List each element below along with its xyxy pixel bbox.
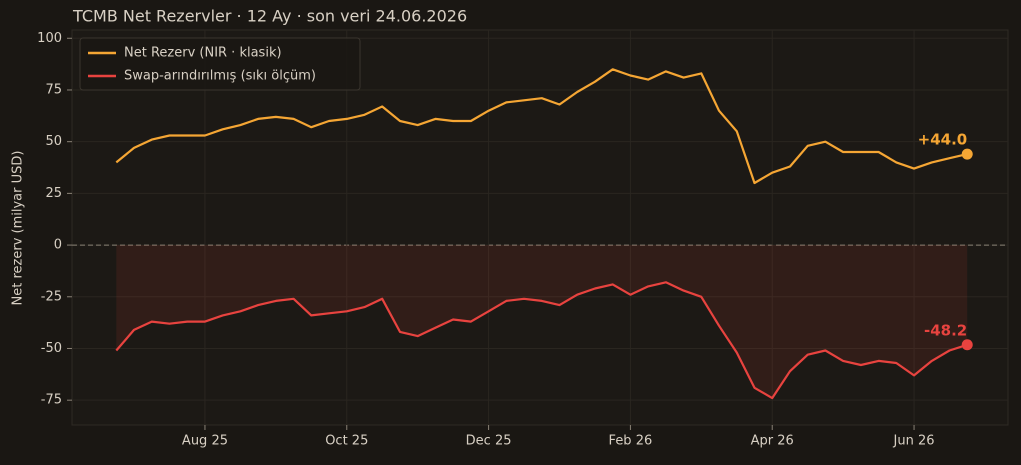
y-tick-label: -25 (41, 289, 62, 304)
x-tick-label: Oct 25 (325, 434, 368, 449)
y-tick-label: 0 (54, 238, 62, 253)
x-tick-label: Dec 25 (466, 434, 512, 449)
y-tick-label: 100 (37, 31, 62, 46)
area (116, 245, 968, 399)
y-tick-label: 50 (45, 134, 62, 149)
end-label: -48.2 (924, 321, 967, 339)
y-tick-label: -50 (41, 341, 62, 356)
end-point (961, 339, 973, 351)
legend-label: Swap-arındırılmış (sıkı ölçüm) (124, 69, 316, 84)
x-tick-label: Apr 26 (751, 434, 794, 449)
legend-box (79, 37, 361, 91)
x-tick-label: Aug 25 (182, 434, 228, 449)
line (115, 281, 968, 400)
line (115, 68, 968, 185)
chart-title: TCMB Net Rezervler · 12 Ay · son veri 24… (72, 7, 467, 26)
legend-label: Net Rezerv (NIR · klasik) (124, 46, 282, 61)
y-axis-label: Net rezerv (milyar USD) (11, 151, 26, 306)
y-tick-label: 75 (45, 82, 62, 97)
y-tick-label: -75 (41, 393, 62, 408)
x-tick-label: Jun 26 (893, 434, 935, 449)
end-point (961, 148, 973, 160)
y-tick-label: 25 (45, 186, 62, 201)
plot-area (71, 29, 1009, 426)
end-label: +44.0 (918, 131, 968, 149)
x-tick-label: Feb 26 (609, 434, 653, 449)
